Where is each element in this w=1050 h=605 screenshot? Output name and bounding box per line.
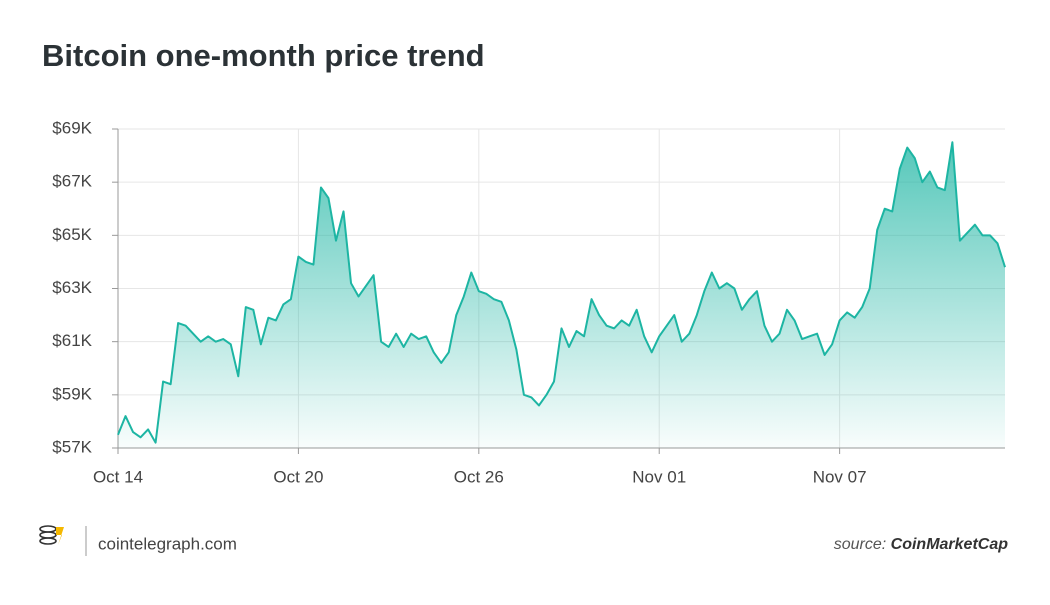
y-tick-label: $69K [52, 118, 92, 137]
y-tick-label: $67K [52, 172, 92, 191]
x-tick-label: Oct 14 [93, 467, 143, 486]
logo [39, 525, 64, 545]
area-fill [118, 142, 1005, 448]
x-tick-label: Nov 01 [632, 467, 686, 486]
y-tick-label: $65K [52, 225, 92, 244]
y-tick-label: $63K [52, 278, 92, 297]
y-tick-label: $59K [52, 384, 92, 403]
x-tick-label: Oct 20 [273, 467, 323, 486]
price-line [117, 141, 1006, 444]
footer-site: cointelegraph.com [98, 534, 237, 553]
x-tick-label: Oct 26 [454, 467, 504, 486]
x-tick-label: Nov 07 [813, 467, 867, 486]
chart-title: Bitcoin one-month price trend [42, 38, 485, 73]
source-label: source: [834, 536, 886, 553]
y-tick-label: $61K [52, 331, 92, 350]
y-tick-label: $57K [52, 437, 92, 456]
source-name: CoinMarketCap [891, 536, 1009, 553]
footer-source: source: CoinMarketCap [834, 536, 1009, 553]
